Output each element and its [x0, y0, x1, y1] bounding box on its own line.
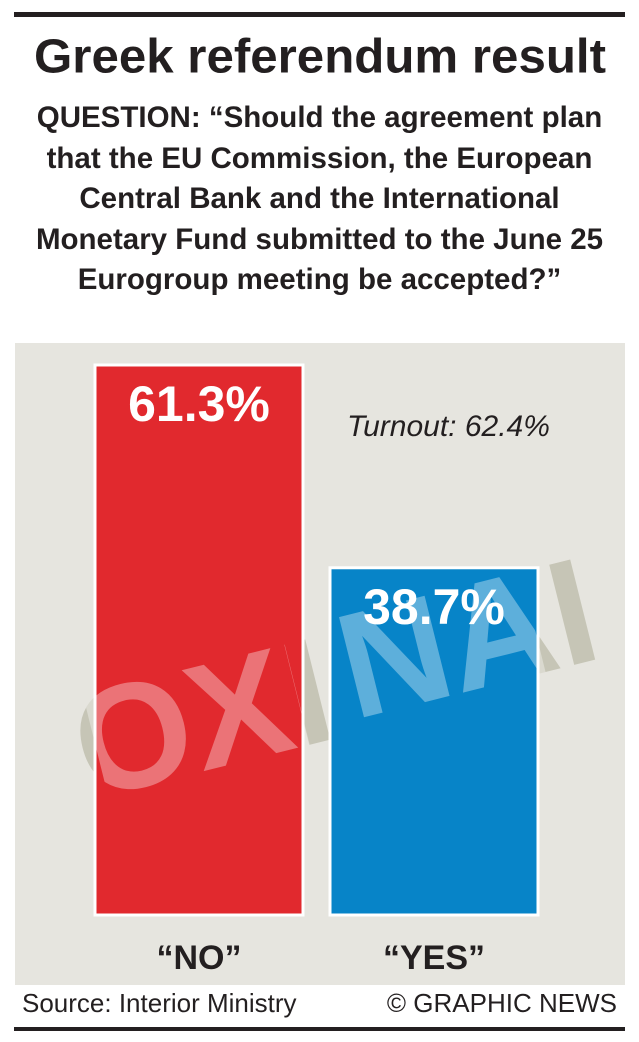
value-label: 61.3% — [128, 376, 270, 432]
bottom-rule — [14, 1027, 625, 1031]
category-label: “NO” — [157, 939, 242, 977]
category-label: “YES” — [383, 939, 485, 977]
credit: © GRAPHIC NEWS — [387, 988, 617, 1018]
bar — [93, 363, 305, 917]
top-rule — [14, 12, 625, 17]
chart-title: Greek referendum result — [34, 31, 606, 84]
bar — [328, 566, 540, 917]
question: QUESTION: “Should the agreement plan tha… — [35, 101, 604, 296]
plot: OXINAIOXI61.3%“NO”NAI38.7%“YES”Turnout: … — [56, 363, 613, 977]
annotation: Turnout: 62.4% — [347, 410, 550, 443]
source: Source: Interior Ministry — [22, 988, 297, 1018]
value-label: 38.7% — [363, 579, 505, 635]
